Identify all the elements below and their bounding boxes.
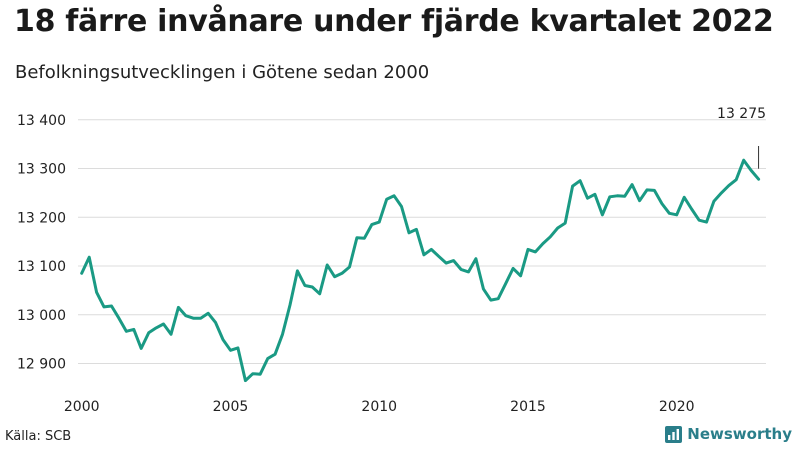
gridlines — [78, 119, 766, 364]
series-line — [80, 158, 761, 383]
x-axis-ticks: 2000 2005 2010 2015 2020 — [64, 399, 695, 415]
annotation-layer: 13 275 — [717, 106, 766, 169]
series-layer — [80, 158, 761, 383]
chart-title: 18 färre invånare under fjärde kvartalet… — [14, 4, 774, 39]
brand-logo: Newsworthy — [665, 425, 792, 443]
x-tick-label: 2015 — [510, 399, 546, 415]
y-tick-label: 13 300 — [17, 162, 66, 178]
x-tick-label: 2005 — [213, 399, 249, 415]
y-tick-label: 13 000 — [17, 308, 66, 324]
x-tick-label: 2000 — [64, 399, 100, 415]
annotation-label: 13 275 — [717, 106, 766, 122]
y-axis-ticks: 12 900 13 000 13 100 13 200 13 300 13 400 — [17, 113, 66, 373]
x-tick-label: 2010 — [361, 399, 397, 415]
source-note: Källa: SCB — [5, 429, 72, 444]
brand-name: Newsworthy — [687, 425, 792, 443]
chart-subtitle: Befolkningsutvecklingen i Götene sedan 2… — [15, 62, 430, 83]
y-tick-label: 13 200 — [17, 210, 66, 226]
y-tick-label: 12 900 — [17, 357, 66, 373]
y-tick-label: 13 400 — [17, 113, 66, 129]
x-tick-label: 2020 — [659, 399, 695, 415]
newsworthy-logo-icon — [665, 425, 683, 443]
y-tick-label: 13 100 — [17, 259, 66, 275]
